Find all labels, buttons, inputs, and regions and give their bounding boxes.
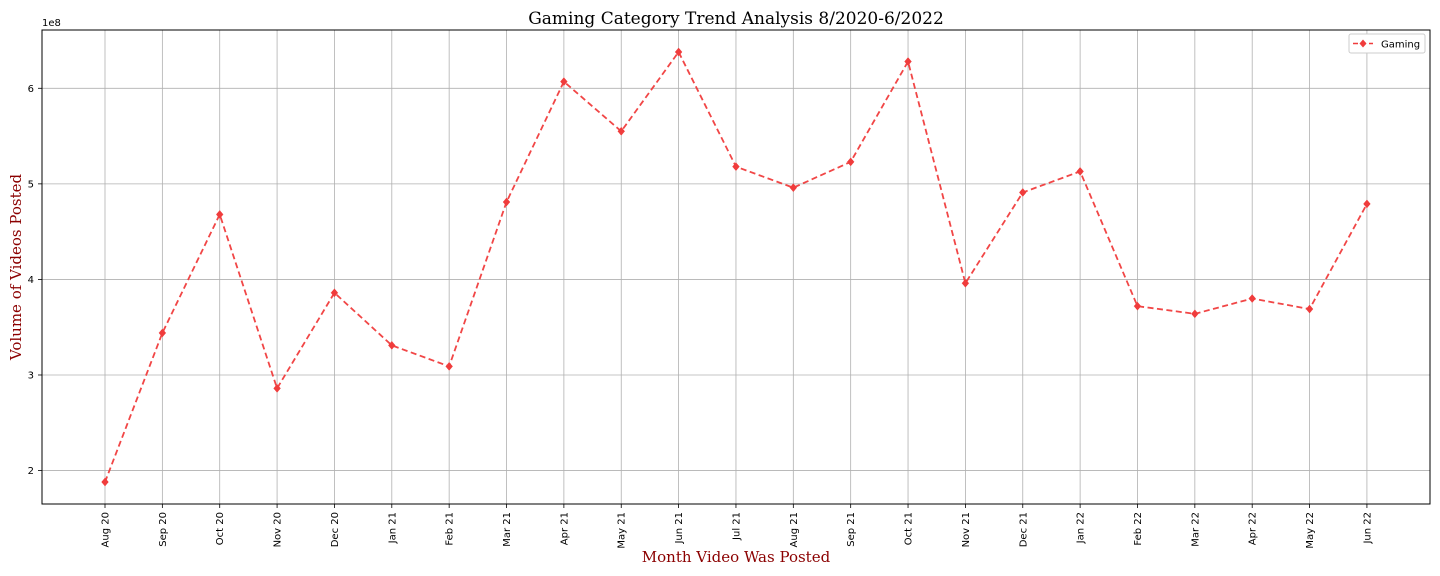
x-tick-label: Jan 22 xyxy=(1076,512,1087,544)
x-tick-label: Apr 22 xyxy=(1248,512,1259,545)
x-tick-label: Oct 21 xyxy=(904,512,915,545)
x-tick-label: Jan 21 xyxy=(387,512,398,544)
y-axis-label: Volume of Videos Posted xyxy=(7,173,25,361)
x-tick-label: Jun 22 xyxy=(1362,512,1373,545)
legend-entry-gaming: Gaming xyxy=(1381,40,1420,51)
data-point xyxy=(1248,294,1256,303)
x-tick-label: Sep 20 xyxy=(158,512,169,547)
legend-marker xyxy=(1359,39,1367,48)
x-tick-label: Mar 22 xyxy=(1190,512,1201,547)
x-tick-label: Oct 20 xyxy=(215,512,226,545)
data-point xyxy=(1133,301,1142,311)
grid xyxy=(42,30,1430,504)
data-point xyxy=(330,288,339,298)
legend-box xyxy=(1348,33,1426,54)
x-tick-label: Jun 21 xyxy=(674,512,685,545)
x-tick-label: Dec 20 xyxy=(330,512,341,547)
data-point xyxy=(789,183,798,193)
data-point xyxy=(215,210,224,219)
y-tick-label: 3 xyxy=(28,370,34,381)
data-point xyxy=(101,477,109,487)
x-tick-label: May 22 xyxy=(1305,512,1316,549)
data-point xyxy=(674,47,683,57)
data-point xyxy=(445,362,453,371)
data-point xyxy=(1363,199,1371,209)
chart-title: Gaming Category Trend Analysis 8/2020-6/… xyxy=(528,9,944,29)
x-tick-label: Aug 21 xyxy=(789,512,800,547)
data-point xyxy=(961,278,970,288)
data-point xyxy=(617,126,625,136)
series-layer xyxy=(101,47,1371,487)
y-tick-label: 2 xyxy=(28,466,34,477)
data-point xyxy=(388,340,396,350)
axis-ticks: Aug 20 Sep 20 Oct 20 Nov 20 Dec 20 Jan 21 Feb … xyxy=(28,84,1374,549)
x-tick-label: May 21 xyxy=(617,512,628,549)
y-scale-label: 1e8 xyxy=(42,18,61,29)
x-tick-label: Feb 21 xyxy=(445,512,456,546)
x-tick-label: Apr 21 xyxy=(559,512,570,545)
data-point xyxy=(1191,309,1199,319)
data-point xyxy=(158,328,167,338)
data-point xyxy=(732,162,740,172)
x-tick-label: Jul 21 xyxy=(731,512,742,541)
y-tick-label: 4 xyxy=(28,275,34,286)
data-point xyxy=(1019,188,1027,197)
data-point xyxy=(1305,304,1314,314)
y-tick-label: 6 xyxy=(28,84,34,95)
x-tick-label: Feb 22 xyxy=(1133,512,1144,546)
data-point xyxy=(1076,167,1084,176)
x-tick-label: Mar 21 xyxy=(502,512,513,547)
x-axis-label: Month Video Was Posted xyxy=(642,548,831,566)
x-tick-label: Nov 21 xyxy=(961,512,972,547)
data-point xyxy=(273,383,281,393)
data-point xyxy=(502,197,511,207)
x-tick-label: Aug 20 xyxy=(101,512,112,547)
legend: Gaming xyxy=(1348,33,1426,54)
x-tick-label: Dec 21 xyxy=(1018,512,1029,547)
data-point xyxy=(560,77,568,86)
data-point xyxy=(904,57,912,66)
y-tick-label: 5 xyxy=(28,179,34,190)
data-point xyxy=(846,157,855,167)
x-tick-label: Sep 21 xyxy=(846,512,857,547)
x-tick-label: Nov 20 xyxy=(273,512,284,547)
